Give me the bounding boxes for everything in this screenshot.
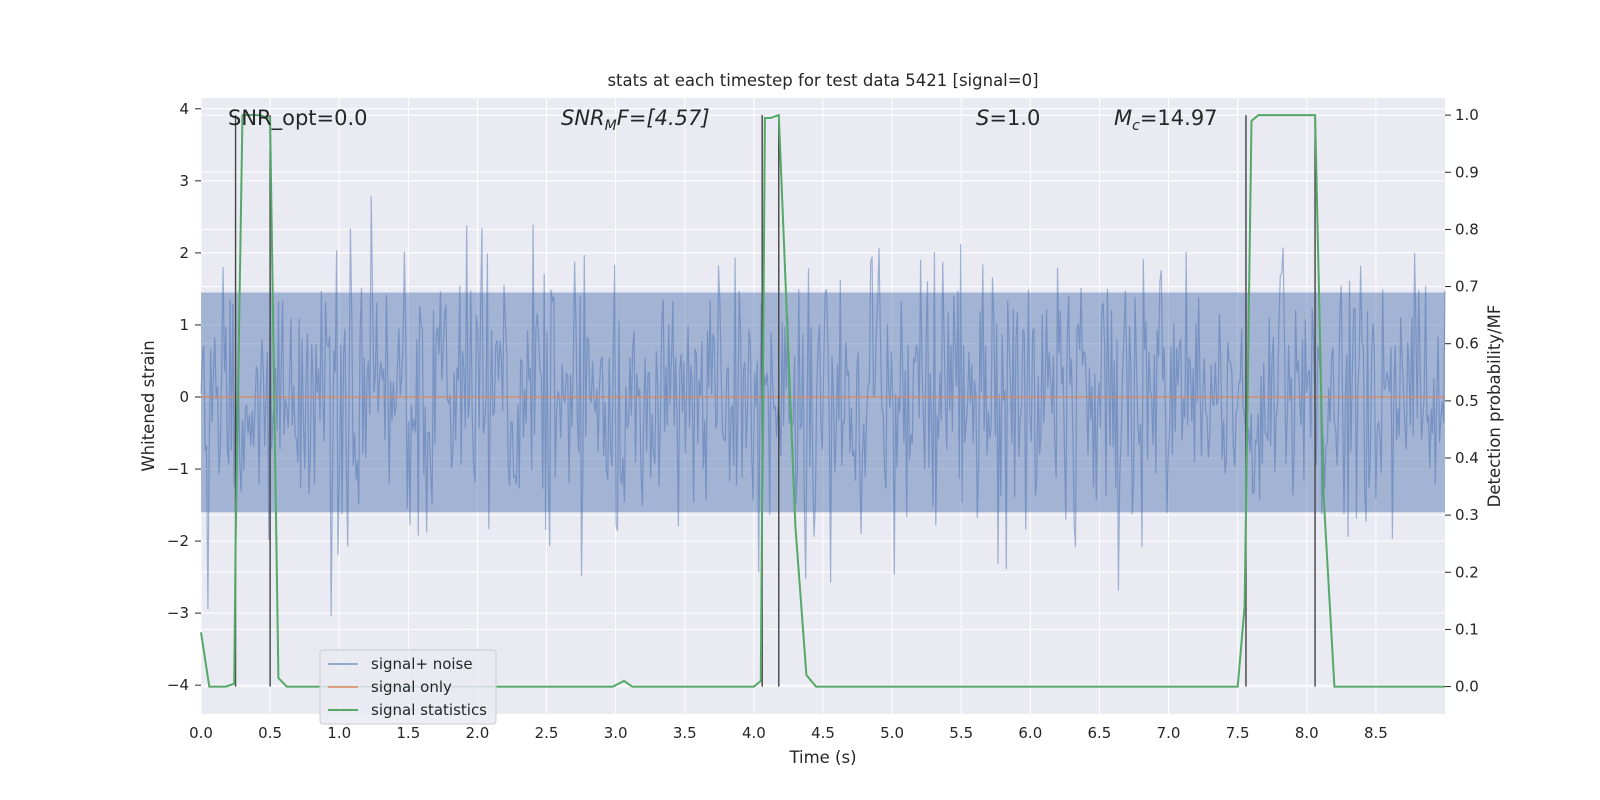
x-tick-label: 7.5 [1226,724,1250,742]
x-tick-label: 3.5 [673,724,697,742]
x-tick-label: 1.0 [327,724,351,742]
y-tick-label: −4 [167,676,189,694]
y-tick-label: −1 [167,460,189,478]
y-right-tick-label: 0.4 [1455,449,1479,467]
y-axis-label-right: Detection probability/MF [1485,305,1504,508]
legend: signal+ noise signal only signal statist… [319,649,497,725]
series-signal-statistics [200,113,1445,688]
annotation-s-rest: =1.0 [989,106,1040,130]
annotation-mc-main: M [1114,106,1132,130]
y-right-tick-label: 0.0 [1455,678,1479,696]
chart-title: stats at each timestep for test data 542… [607,71,1038,90]
x-tick-label: 4.5 [811,724,835,742]
y-axis-label-left: Whitened strain [139,340,158,471]
y-tick-label: −3 [167,604,189,622]
x-tick-label: 8.5 [1364,724,1388,742]
y-right-tick-label: 0.7 [1455,278,1479,296]
y-tick-label: 3 [179,172,189,190]
x-tick-label: 8.0 [1295,724,1319,742]
y-right-tick-label: 0.2 [1455,563,1479,581]
x-tick-label: 6.5 [1088,724,1112,742]
annotation-snr-mf: SNRMF=[4.57] [561,106,710,134]
annotation-snr-mf-main: SNR [561,106,605,130]
annotation-mc-rest: =14.97 [1140,106,1218,130]
x-tick-label: 0.5 [258,724,282,742]
x-tick-label: 2.5 [535,724,559,742]
y-right-tick-label: 0.6 [1455,335,1479,353]
legend-label-signal-noise: signal+ noise [371,655,473,673]
annotation-s-main: S [976,106,989,130]
legend-label-signal-only: signal only [371,678,452,696]
y-tick-label: 0 [179,388,189,406]
y-tick-label: 4 [179,100,189,118]
tick-labels: 0.0 0.5 1.0 1.5 2.0 2.5 3.0 3.5 4.0 4.5 5.0 5.5 6.0 6… [167,100,1479,742]
x-tick-label: 3.0 [604,724,628,742]
y-right-tick-label: 1.0 [1455,106,1479,124]
noise-line [200,196,1446,617]
y-right-tick-label: 0.9 [1455,163,1479,181]
y-right-tick-label: 0.3 [1455,506,1479,524]
y-tick-label: 2 [179,244,189,262]
x-tick-label: 1.5 [396,724,420,742]
x-tick-label: 4.0 [742,724,766,742]
y-right-tick-label: 0.1 [1455,620,1479,638]
y-right-tick-label: 0.8 [1455,220,1479,238]
y-tick-label: −2 [167,532,189,550]
x-tick-label: 6.0 [1018,724,1042,742]
x-tick-label: 5.0 [880,724,904,742]
annotation-mc: Mc=14.97 [1114,106,1218,134]
annotation-snr-opt: SNR_opt=0.0 [228,106,368,131]
x-tick-label: 2.0 [466,724,490,742]
annotation-snr-mf-rest: F=[4.57] [617,106,710,130]
y-tick-label: 1 [179,316,189,334]
y-right-tick-label: 0.5 [1455,392,1479,410]
x-tick-label: 5.5 [949,724,973,742]
x-axis-label: Time (s) [788,748,856,767]
statistics-line [200,113,1445,688]
annotation-snr-mf-sub: M [605,118,617,134]
legend-box [319,649,497,725]
series-signal-noise [200,196,1446,617]
annotation-s: S=1.0 [976,106,1040,130]
x-tick-label: 0.0 [189,724,213,742]
x-tick-label: 7.0 [1157,724,1181,742]
annotation-mc-sub: c [1132,118,1140,134]
legend-label-signal-statistics: signal statistics [371,701,487,719]
